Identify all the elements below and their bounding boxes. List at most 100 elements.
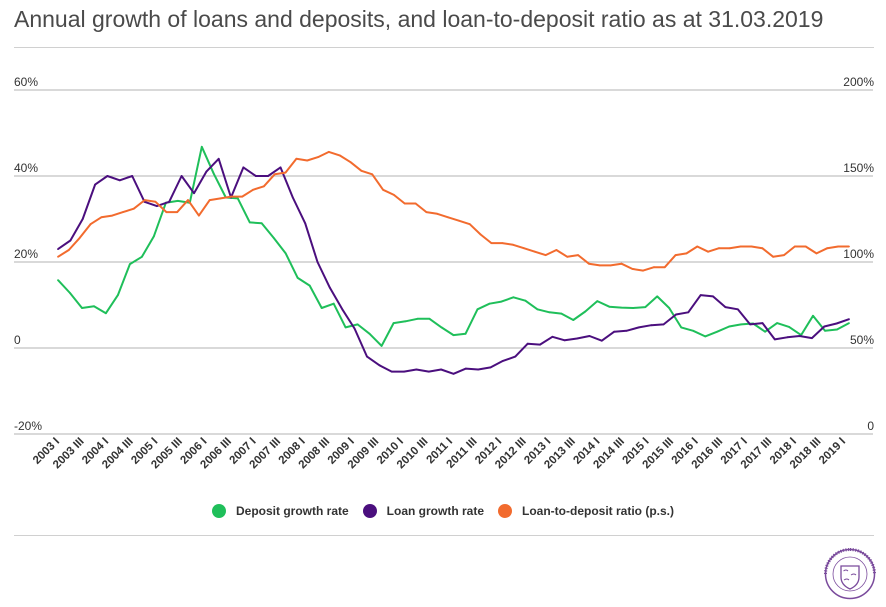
series-0-point	[608, 305, 611, 308]
series-2-point	[111, 214, 114, 217]
series-2-point	[815, 252, 818, 255]
series-2-point	[393, 194, 395, 196]
series-0-point	[728, 325, 731, 328]
series-2-point	[349, 161, 352, 164]
series-2-point	[89, 223, 92, 226]
series-0-point	[548, 311, 551, 314]
series-2-point	[468, 223, 471, 226]
series-2-point	[360, 169, 363, 172]
series-0-point	[680, 326, 683, 329]
series-0-point	[284, 252, 287, 255]
series-0-point	[81, 307, 83, 309]
series-1-point	[180, 175, 183, 177]
series-1-point	[440, 368, 442, 371]
series-1-point	[526, 342, 529, 345]
series-1-point	[539, 343, 541, 346]
series-0-point	[824, 329, 826, 332]
series-0-point	[69, 292, 71, 294]
series-1-point	[675, 313, 677, 316]
series-0-point	[836, 328, 838, 331]
series-0-point	[141, 255, 143, 258]
series-1-point	[489, 366, 492, 369]
series-0-point	[332, 302, 335, 305]
series-2-point	[425, 211, 428, 214]
series-0-point	[129, 263, 131, 265]
series-2-point	[371, 173, 374, 176]
series-2-point	[67, 249, 70, 251]
series-0-point	[656, 295, 659, 298]
series-2-point	[208, 199, 211, 202]
series-2-point	[273, 173, 276, 176]
series-line-0	[57, 145, 850, 347]
series-2-point	[306, 159, 309, 162]
series-2-point	[122, 211, 124, 214]
series-1-point	[242, 166, 245, 169]
series-2-point	[793, 245, 796, 248]
series-0-point	[392, 322, 395, 324]
series-1-point	[304, 222, 307, 225]
series-0-point	[356, 323, 359, 326]
series-1-point	[798, 335, 801, 337]
series-2-point	[295, 157, 298, 160]
legend-swatch-ratio	[498, 504, 513, 518]
series-2-point	[544, 254, 547, 256]
series-1-point	[576, 337, 578, 340]
series-0-point	[692, 329, 695, 332]
legend-item-deposit[interactable]: Deposit growth rate	[211, 504, 349, 518]
series-0-point	[440, 326, 443, 329]
series-0-point	[105, 312, 107, 315]
series-2-point	[263, 185, 265, 188]
series-2-point	[187, 199, 189, 202]
series-2-point	[631, 268, 634, 270]
series-1-point	[94, 183, 96, 186]
series-1-point	[341, 308, 344, 311]
series-1-point	[724, 306, 727, 308]
series-2-point	[132, 207, 135, 210]
series-0-point	[560, 312, 563, 315]
series-2-point	[826, 247, 829, 250]
series-0-point	[404, 320, 407, 323]
series-1-point	[403, 370, 405, 373]
series-0-point	[176, 200, 179, 202]
series-2-point	[761, 247, 764, 250]
series-1-point	[712, 295, 714, 298]
series-1-point	[823, 325, 826, 328]
series-2-point	[577, 254, 579, 256]
series-0-point	[668, 307, 671, 309]
series-0-point	[308, 284, 311, 287]
series-2-point	[555, 249, 558, 251]
series-1-point	[106, 175, 109, 177]
series-1-point	[749, 323, 751, 326]
legend-item-ratio[interactable]: Loan-to-deposit ratio (p.s.)	[498, 504, 674, 518]
series-1-point	[786, 336, 789, 339]
eesti-pank-seal-logo	[824, 548, 876, 600]
series-2-point	[230, 195, 233, 198]
series-2-point	[718, 247, 720, 250]
series-2-point	[772, 255, 775, 258]
series-1-point	[699, 294, 702, 296]
series-0-point	[200, 145, 203, 148]
series-2-point	[588, 262, 590, 265]
footer-divider	[14, 535, 874, 536]
series-2-point	[447, 216, 449, 219]
series-0-point	[788, 326, 790, 328]
series-1-point	[588, 335, 591, 337]
legend-item-loan[interactable]: Loan growth rate	[362, 504, 484, 518]
series-1-point	[118, 179, 121, 182]
series-2-point	[653, 266, 655, 269]
series-line-1	[57, 157, 850, 375]
series-2-point	[382, 188, 384, 191]
series-0-point	[464, 332, 467, 335]
series-0-point	[320, 307, 323, 309]
series-0-point	[776, 322, 778, 324]
series-0-point	[212, 172, 215, 175]
series-0-point	[117, 294, 119, 296]
series-2-point	[663, 266, 666, 269]
series-2-point	[696, 245, 699, 248]
series-2-point	[252, 188, 254, 191]
series-2-point	[338, 154, 341, 157]
chart-legend: Deposit growth rate Loan growth rate Loa…	[0, 504, 886, 518]
series-2-point	[620, 262, 623, 265]
series-0-point	[716, 330, 719, 333]
